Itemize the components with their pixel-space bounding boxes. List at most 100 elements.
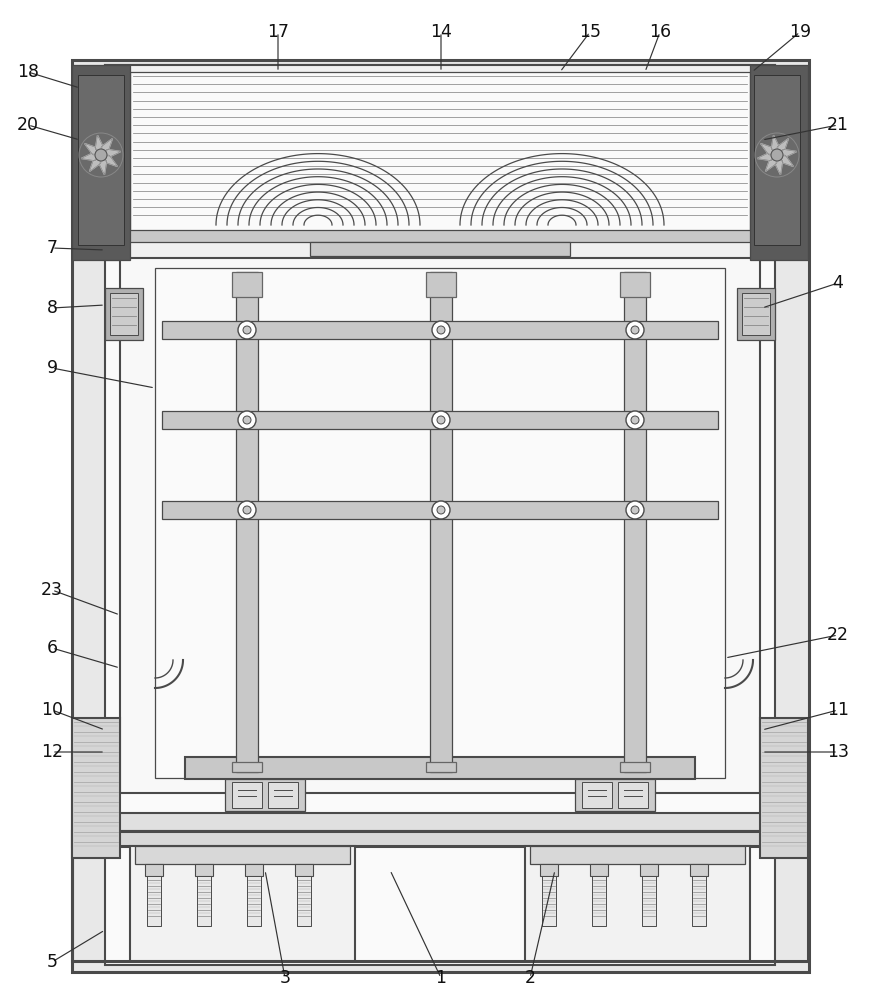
Bar: [130, 846, 355, 961]
Circle shape: [238, 411, 256, 429]
Text: 2: 2: [525, 969, 535, 987]
Circle shape: [437, 416, 445, 424]
Text: 7: 7: [47, 239, 57, 257]
Text: 15: 15: [579, 23, 601, 41]
Text: 5: 5: [47, 953, 57, 971]
Bar: [72, 718, 120, 858]
Bar: [582, 782, 612, 808]
Circle shape: [437, 506, 445, 514]
Text: 10: 10: [41, 701, 63, 719]
Bar: [232, 782, 262, 808]
Polygon shape: [81, 154, 101, 161]
Bar: [690, 864, 708, 876]
Bar: [618, 782, 648, 808]
Bar: [737, 288, 775, 340]
Circle shape: [771, 149, 783, 161]
Bar: [760, 718, 808, 858]
Bar: [426, 272, 456, 297]
Polygon shape: [101, 155, 117, 166]
Text: 17: 17: [267, 23, 289, 41]
Bar: [750, 65, 808, 260]
Bar: [542, 876, 556, 926]
Text: 14: 14: [430, 23, 452, 41]
Polygon shape: [101, 139, 113, 155]
Bar: [297, 876, 311, 926]
Polygon shape: [90, 155, 101, 171]
Bar: [590, 864, 608, 876]
Bar: [310, 242, 570, 256]
Bar: [72, 831, 808, 846]
Bar: [575, 779, 655, 811]
Bar: [105, 65, 775, 965]
Polygon shape: [777, 139, 789, 155]
Circle shape: [432, 501, 450, 519]
Bar: [620, 762, 650, 772]
Bar: [225, 779, 305, 811]
Bar: [692, 876, 706, 926]
Bar: [540, 864, 558, 876]
Bar: [642, 876, 656, 926]
Bar: [185, 757, 695, 779]
Bar: [247, 876, 261, 926]
Bar: [754, 75, 800, 245]
Text: 18: 18: [17, 63, 39, 81]
Polygon shape: [100, 155, 107, 175]
Bar: [72, 60, 809, 972]
Text: 11: 11: [827, 701, 849, 719]
Circle shape: [243, 506, 251, 514]
Text: 13: 13: [827, 743, 849, 761]
Bar: [105, 65, 775, 260]
Circle shape: [626, 411, 644, 429]
Bar: [72, 65, 130, 260]
Text: 6: 6: [47, 639, 57, 657]
Text: 19: 19: [789, 23, 811, 41]
Bar: [640, 864, 658, 876]
Text: 22: 22: [827, 626, 849, 644]
Bar: [135, 846, 350, 864]
Bar: [525, 846, 750, 961]
Bar: [105, 288, 143, 340]
Bar: [295, 864, 313, 876]
Text: 1: 1: [436, 969, 446, 987]
Bar: [592, 876, 606, 926]
Bar: [120, 258, 760, 793]
Circle shape: [238, 321, 256, 339]
Bar: [155, 268, 725, 778]
Bar: [742, 293, 770, 335]
Bar: [145, 864, 163, 876]
Text: 21: 21: [827, 116, 849, 134]
Bar: [430, 272, 452, 772]
Polygon shape: [776, 155, 782, 175]
Bar: [130, 72, 750, 232]
Bar: [162, 321, 718, 339]
Circle shape: [95, 149, 107, 161]
Text: 3: 3: [280, 969, 290, 987]
Circle shape: [631, 506, 639, 514]
Bar: [197, 876, 211, 926]
Polygon shape: [758, 154, 777, 161]
Bar: [162, 501, 718, 519]
Circle shape: [626, 321, 644, 339]
Polygon shape: [760, 144, 777, 155]
Circle shape: [243, 326, 251, 334]
Circle shape: [243, 416, 251, 424]
Polygon shape: [95, 135, 102, 155]
Circle shape: [631, 326, 639, 334]
Circle shape: [437, 326, 445, 334]
Bar: [426, 762, 456, 772]
Bar: [268, 782, 298, 808]
Circle shape: [626, 501, 644, 519]
Circle shape: [432, 411, 450, 429]
Bar: [620, 272, 650, 297]
Circle shape: [432, 321, 450, 339]
Bar: [245, 864, 263, 876]
Text: 23: 23: [41, 581, 63, 599]
Bar: [232, 272, 262, 297]
Bar: [232, 762, 262, 772]
Polygon shape: [777, 155, 794, 166]
Bar: [530, 846, 745, 864]
Bar: [110, 293, 138, 335]
Polygon shape: [85, 144, 101, 155]
Text: 20: 20: [17, 116, 39, 134]
Bar: [78, 75, 124, 245]
